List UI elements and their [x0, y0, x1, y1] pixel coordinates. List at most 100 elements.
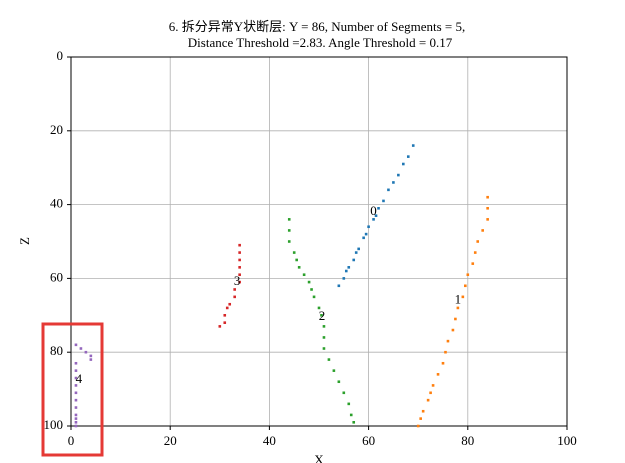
point — [387, 188, 390, 192]
point — [471, 262, 475, 265]
point — [344, 269, 348, 273]
point — [421, 409, 425, 413]
point — [74, 361, 78, 365]
highlight-box — [41, 322, 104, 457]
point — [451, 328, 455, 332]
point — [392, 181, 395, 184]
point — [287, 218, 291, 221]
point — [362, 236, 365, 240]
point — [476, 240, 480, 243]
point — [354, 251, 358, 254]
point — [74, 369, 78, 372]
point — [436, 373, 440, 376]
point — [295, 258, 298, 262]
point — [337, 380, 341, 384]
point — [74, 417, 78, 420]
point — [74, 424, 78, 428]
point — [287, 229, 291, 232]
point — [441, 361, 445, 365]
point — [238, 251, 241, 254]
point — [297, 266, 301, 269]
point — [74, 391, 78, 395]
point — [454, 317, 457, 321]
x-tick-label: 40 — [263, 433, 276, 448]
plot-frame — [70, 56, 568, 427]
point — [74, 406, 78, 409]
point — [322, 336, 326, 339]
point — [426, 398, 430, 402]
segment-label: 4 — [76, 371, 83, 386]
point — [352, 421, 356, 424]
y-tick-label: 0 — [57, 48, 64, 63]
point — [302, 273, 306, 277]
point — [292, 251, 296, 254]
chart-title: 6. 拆分异常Y状断层: Y = 86, Number of Segments … — [169, 19, 466, 34]
point — [337, 284, 341, 288]
point — [486, 206, 489, 210]
x-tick-label: 20 — [164, 433, 177, 448]
point — [444, 350, 447, 354]
point — [419, 417, 422, 420]
point — [89, 358, 93, 361]
point — [317, 306, 321, 310]
y-tick-label: 60 — [50, 269, 63, 284]
point — [377, 206, 380, 210]
point — [342, 277, 346, 280]
point — [406, 155, 410, 158]
point — [332, 369, 336, 372]
point — [238, 280, 241, 284]
point — [74, 384, 78, 387]
point — [481, 229, 484, 232]
point — [223, 321, 227, 324]
y-tick-label: 100 — [44, 417, 64, 432]
point — [347, 402, 351, 406]
x-tick-label: 100 — [557, 433, 577, 448]
segment-label: 2 — [319, 308, 326, 323]
point — [233, 288, 236, 291]
point — [79, 347, 83, 350]
point — [74, 421, 78, 424]
point — [287, 240, 291, 243]
point — [347, 266, 351, 269]
point — [397, 173, 400, 177]
point — [84, 350, 88, 354]
point — [307, 280, 311, 284]
point — [429, 391, 432, 395]
point — [74, 398, 78, 402]
x-tick-label: 0 — [68, 433, 75, 448]
point — [327, 358, 331, 361]
point — [372, 218, 375, 221]
chart-title: Distance Threshold =2.83. Angle Threshol… — [188, 35, 453, 50]
point — [456, 306, 460, 310]
y-tick-label: 40 — [50, 196, 63, 211]
segment-label: 1 — [455, 292, 462, 307]
point — [367, 225, 370, 229]
y-axis-label: Z — [17, 237, 32, 245]
x-tick-label: 80 — [461, 433, 474, 448]
point — [238, 266, 241, 269]
point — [322, 325, 326, 328]
point — [322, 347, 326, 350]
y-tick-label: 20 — [50, 122, 63, 137]
point — [310, 288, 313, 291]
point — [342, 391, 346, 395]
point — [228, 302, 232, 306]
point — [461, 295, 465, 299]
point — [223, 314, 227, 317]
point — [473, 251, 477, 254]
point — [238, 243, 241, 247]
x-axis-label: X — [314, 452, 324, 463]
point — [349, 413, 353, 417]
point — [320, 314, 323, 317]
point — [238, 258, 241, 262]
point — [411, 144, 415, 147]
point — [218, 325, 222, 328]
point — [352, 258, 356, 262]
point — [238, 273, 241, 277]
point — [74, 376, 78, 380]
point — [225, 306, 229, 310]
point — [416, 424, 420, 428]
point — [486, 195, 489, 199]
